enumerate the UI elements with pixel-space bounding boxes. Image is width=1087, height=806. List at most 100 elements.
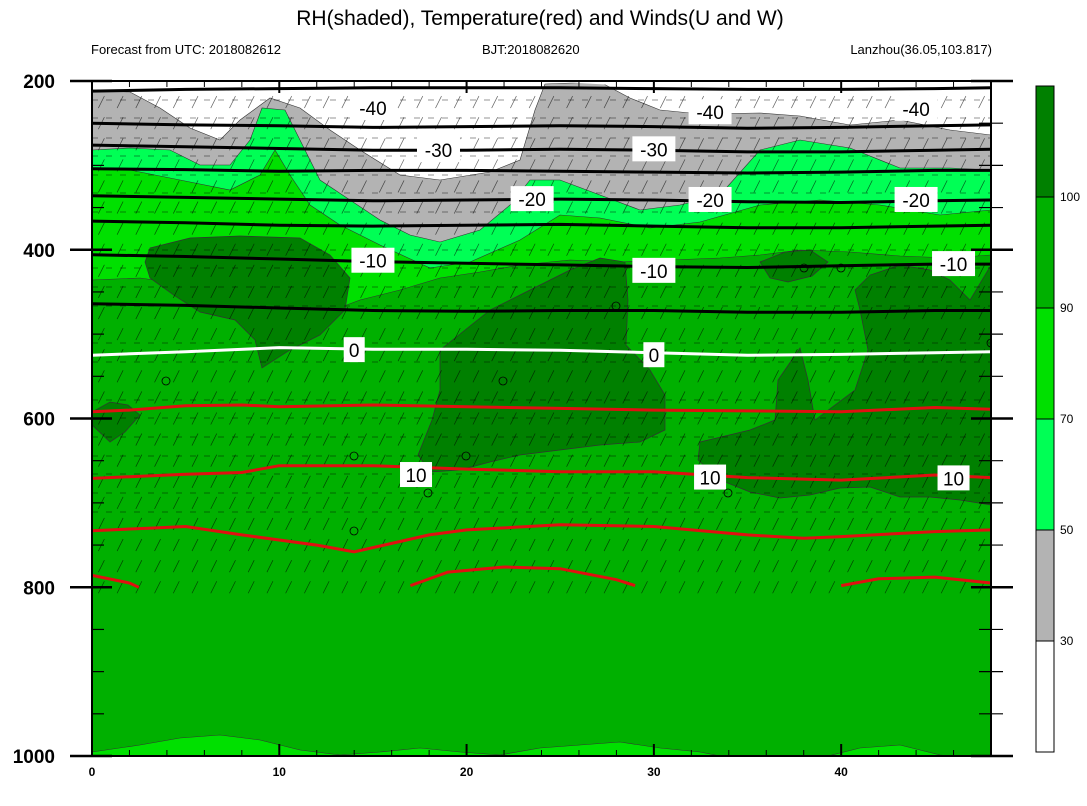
wind-barb (491, 538, 498, 552)
colorbar-bin (1035, 85, 1055, 198)
wind-barb (734, 391, 742, 404)
wind-barb (528, 475, 536, 488)
wind-barb (247, 454, 255, 467)
wind-barb (865, 327, 873, 341)
wind-barb (678, 222, 686, 235)
wind-barb (566, 264, 573, 278)
colorbar-bin (1035, 529, 1055, 642)
wind-barb (940, 138, 948, 151)
wind-barb (510, 306, 517, 320)
wind-barb (772, 559, 779, 573)
wind-barb (397, 391, 405, 404)
wind-barb (472, 538, 480, 552)
wind-barb (940, 412, 948, 425)
wind-barb (809, 559, 817, 573)
wind-barb (753, 138, 761, 151)
temperature-contour (92, 346, 991, 357)
wind-barb (322, 327, 330, 341)
wind-barb (191, 264, 199, 278)
wind-barb (491, 201, 498, 214)
wind-barb (772, 201, 779, 214)
wind-barb (603, 180, 611, 193)
wind-barb (716, 581, 723, 594)
wind-barb (940, 95, 948, 109)
wind-barb (154, 243, 161, 256)
wind-barb (172, 327, 180, 341)
wind-barb (510, 285, 517, 299)
wind-barb (697, 222, 705, 235)
wind-barb (266, 370, 274, 383)
wind-barb (341, 370, 349, 383)
wind-barb (865, 538, 873, 552)
wind-barb (716, 559, 723, 573)
wind-barb (828, 475, 836, 488)
rh-region-dark-green-c (697, 264, 991, 506)
wind-barb (322, 349, 330, 362)
wind-barb (472, 517, 480, 531)
colorbar-label: 30 (1060, 634, 1074, 648)
wind-barb (828, 412, 836, 425)
wind-barb (135, 327, 143, 341)
wind-barb (978, 264, 985, 278)
wind-barb (491, 391, 498, 404)
wind-barb (116, 180, 124, 193)
wind-barb (791, 517, 798, 531)
wind-barb (716, 412, 723, 425)
wind-barb (865, 433, 873, 446)
wind-barb (809, 581, 817, 594)
contour-label: -20 (894, 186, 938, 212)
wind-barb (678, 433, 686, 446)
wind-barb (98, 95, 105, 109)
wind-barb (172, 95, 180, 109)
wind-barb (491, 138, 498, 151)
temperature-contour (92, 143, 991, 154)
wind-barb (98, 433, 105, 446)
wind-barb (922, 222, 929, 235)
wind-barb (528, 264, 536, 278)
wind-barb (322, 412, 330, 425)
wind-barb (922, 349, 929, 362)
wind-barb (772, 159, 779, 172)
wind-barb (566, 327, 573, 341)
wind-barb (903, 243, 911, 256)
wind-barb (116, 327, 124, 341)
wind-barb (659, 285, 667, 299)
wind-barb (753, 517, 761, 531)
wind-barb (884, 517, 892, 531)
wind-barb (135, 475, 143, 488)
wind-barb (753, 412, 761, 425)
wind-barb (847, 95, 854, 109)
wind-barb (472, 264, 480, 278)
wind-barb (585, 559, 592, 573)
wind-barb (416, 327, 424, 341)
wind-barb (304, 264, 311, 278)
wind-barb (229, 201, 236, 214)
wind-barb (191, 538, 199, 552)
wind-barb (603, 95, 611, 109)
wind-barb (210, 243, 218, 256)
wind-barb (154, 496, 161, 510)
colorbar-label: 90 (1060, 301, 1074, 315)
wind-barb (753, 559, 761, 573)
wind-barb (210, 95, 218, 109)
wind-barb (154, 306, 161, 320)
wind-barb (266, 454, 274, 467)
wind-barb (940, 327, 948, 341)
temperature-contour (92, 253, 991, 270)
wind-barb (734, 517, 742, 531)
wind-barb (772, 538, 779, 552)
wind-barb (229, 243, 236, 256)
wind-barb (397, 454, 405, 467)
wind-barb (903, 306, 911, 320)
wind-barb (809, 370, 817, 383)
wind-barb (397, 306, 405, 320)
wind-barb (360, 138, 367, 151)
wind-barb (322, 201, 330, 214)
contour-label-text: 10 (943, 469, 964, 490)
wind-barb (135, 138, 143, 151)
contour-label-text: -30 (425, 141, 452, 162)
wind-barb (416, 306, 424, 320)
wind-barb (528, 327, 536, 341)
wind-barb (791, 412, 798, 425)
wind-barb (734, 433, 742, 446)
